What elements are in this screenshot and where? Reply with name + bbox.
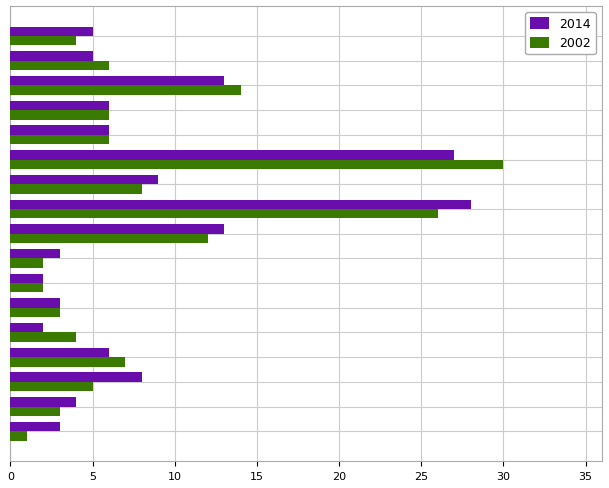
Bar	[10, 234, 208, 244]
Bar	[10, 397, 76, 407]
Bar	[10, 431, 27, 441]
Bar	[10, 61, 109, 71]
Bar	[10, 299, 60, 308]
Bar	[10, 136, 109, 145]
Bar	[10, 382, 93, 391]
Bar	[10, 28, 93, 37]
Bar	[10, 422, 60, 431]
Bar	[10, 176, 158, 185]
Bar	[10, 357, 125, 367]
Bar	[10, 373, 142, 382]
Bar	[10, 333, 76, 342]
Bar	[10, 407, 60, 416]
Bar	[10, 274, 43, 284]
Bar	[10, 151, 454, 160]
Bar	[10, 86, 241, 96]
Bar	[10, 249, 60, 259]
Legend: 2014, 2002: 2014, 2002	[526, 13, 596, 55]
Bar	[10, 102, 109, 111]
Bar	[10, 225, 224, 234]
Bar	[10, 52, 93, 61]
Bar	[10, 324, 43, 333]
Bar	[10, 111, 109, 120]
Bar	[10, 77, 224, 86]
Bar	[10, 259, 43, 268]
Bar	[10, 284, 43, 293]
Bar	[10, 37, 76, 46]
Bar	[10, 308, 60, 318]
Bar	[10, 126, 109, 136]
Bar	[10, 209, 438, 219]
Bar	[10, 160, 504, 169]
Bar	[10, 200, 471, 209]
Bar	[10, 348, 109, 357]
Bar	[10, 185, 142, 194]
